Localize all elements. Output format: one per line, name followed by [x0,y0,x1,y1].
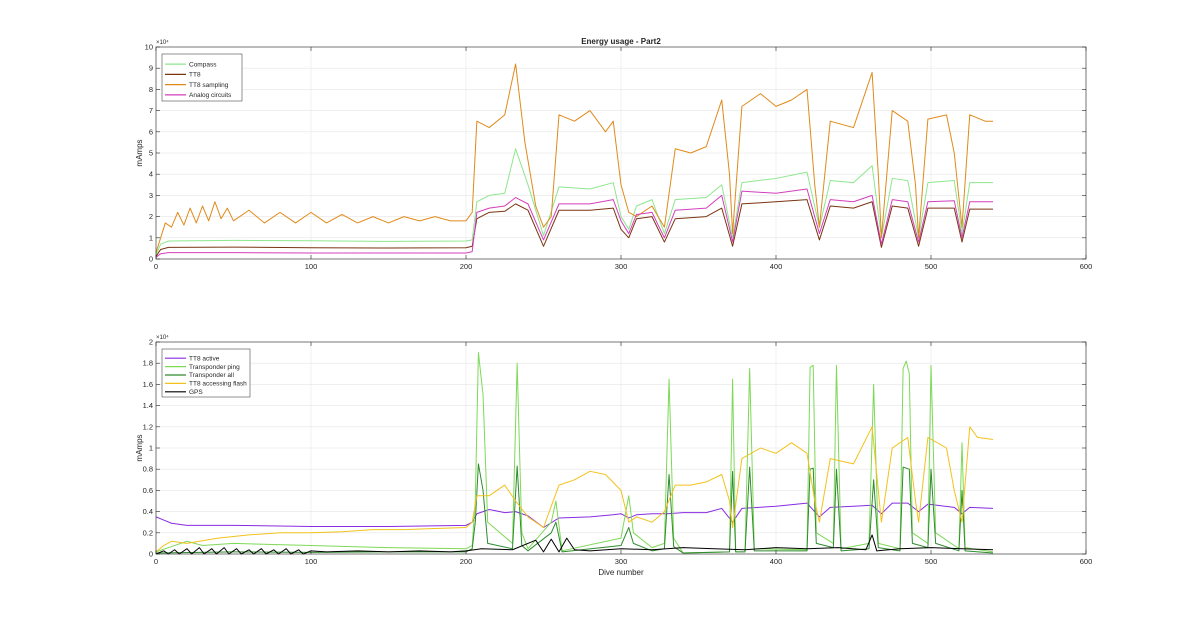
y-axis-label: mAmps [135,434,144,461]
series-line-tt8-sampling [155,63,993,253]
y-tick-label: 1.4 [143,401,153,410]
y-axis-exponent: ×10⁴ [156,39,169,46]
y-tick-label: 1 [149,233,153,242]
legend-label: TT8 accessing flash [189,381,247,388]
y-tick-label: 1.2 [143,422,153,431]
x-tick-label: 400 [770,262,783,271]
x-tick-label: 0 [154,557,158,566]
y-tick-label: 0.8 [143,465,153,474]
energy-usage-plot: Energy usage - Part2 mAmps ×10⁴ 0 100 200 3… [135,37,1092,271]
x-tick-label: 400 [770,557,783,566]
x-axis-label: Dive number [598,568,644,577]
legend: Compass TT8 TT8 sampling Analog circuits [161,53,243,102]
y-tick-label: 1 [149,444,153,453]
series-line-tt8 [155,199,993,257]
y-tick-label: 10 [145,43,153,52]
legend-label: Transponder all [189,372,234,379]
x-tick-label: 600 [1080,262,1093,271]
legend-label: TT8 [189,72,201,79]
y-tick-label: 9 [149,64,153,73]
y-tick-label: 3 [149,191,153,200]
legend-label: GPS [189,389,203,396]
x-tick-label: 300 [615,262,628,271]
x-tick-label: 500 [925,557,938,566]
series-line-tt8-accessing-flash [155,426,994,553]
y-tick-label: 2 [149,212,153,221]
x-tick-label: 100 [305,262,318,271]
legend-label: Analog circuits [189,92,232,99]
series-line-tt8-active [155,502,994,528]
plot-lines [155,63,993,258]
legend-label: Transponder ping [189,364,240,371]
series-line-analog-circuits [155,188,993,258]
x-tick-label: 0 [154,262,158,271]
series-line-gps [155,534,994,555]
y-tick-label: 2 [149,338,153,347]
x-tick-label: 300 [615,557,628,566]
legend-label: Compass [189,61,217,68]
axis-ticks: 0 100 200 300 400 500 600 0 1 2 3 4 5 6 7 8 9 10 [145,43,1093,272]
plot-lines [155,352,994,555]
y-tick-label: 0.6 [143,486,153,495]
y-tick-label: 6 [149,127,153,136]
y-tick-label: 4 [149,170,153,179]
y-tick-label: 0 [149,550,153,559]
y-tick-label: 8 [149,85,153,94]
legend-label: TT8 active [189,355,220,362]
x-tick-label: 500 [925,262,938,271]
x-tick-label: 200 [460,262,473,271]
y-axis-exponent: ×10⁴ [156,334,169,341]
y-tick-label: 0.2 [143,528,153,537]
plot-title: Energy usage - Part2 [581,37,661,46]
y-tick-label: 5 [149,149,153,158]
axis-ticks: 0 100 200 300 400 500 600 0 0.2 0.4 0.6 0.8 1 1.2 1.4 1… [143,338,1093,567]
legend-box [161,348,251,398]
transponder-plot: mAmps Dive number ×10⁴ 0 100 200 300 400 500 6… [135,334,1092,577]
x-tick-label: 200 [460,557,473,566]
y-tick-label: 1.6 [143,380,153,389]
y-axis-label: mAmps [135,139,144,166]
legend-label: TT8 sampling [189,82,229,89]
x-tick-label: 100 [305,557,318,566]
y-tick-label: 1.8 [143,359,153,368]
y-tick-label: 0.4 [143,507,153,516]
y-tick-label: 0 [149,255,153,264]
legend-box [161,53,243,102]
x-tick-label: 600 [1080,557,1093,566]
y-tick-label: 7 [149,106,153,115]
